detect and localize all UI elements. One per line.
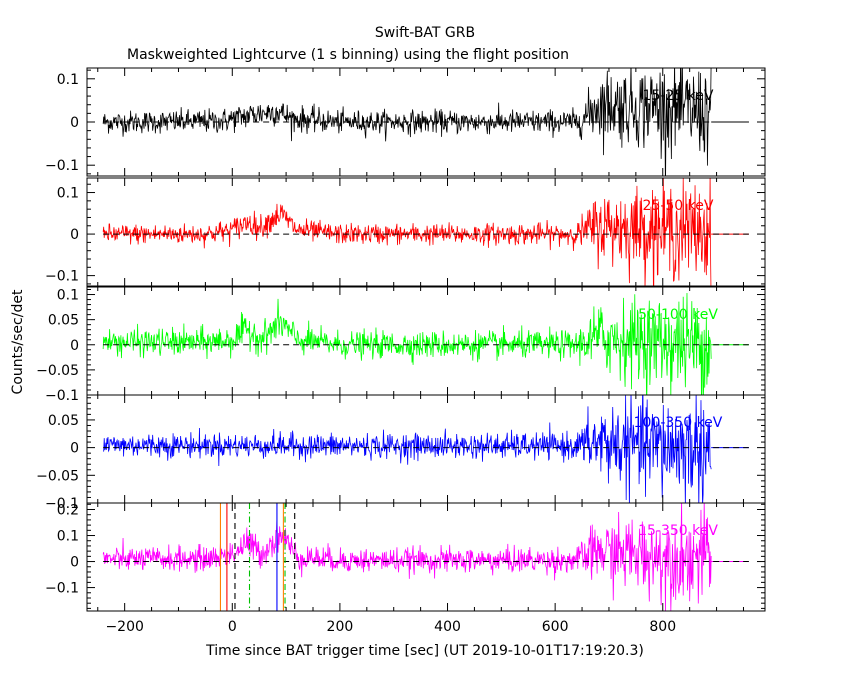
band-label: 100-350 keV: [634, 415, 723, 431]
y-tick-label: 0: [70, 555, 79, 571]
band-label: 15-25 keV: [643, 88, 714, 104]
series-trace: [102, 68, 712, 176]
y-tick-label: −0.1: [45, 581, 79, 597]
series-trace: [102, 293, 712, 395]
x-tick-label: 400: [434, 619, 461, 635]
y-axis-label: Counts/sec/det: [10, 289, 26, 394]
y-tick-label: 0.1: [57, 288, 79, 304]
x-axis-label: Time since BAT trigger time [sec] (UT 20…: [205, 643, 644, 659]
y-tick-label: −0.1: [45, 388, 79, 404]
y-tick-label: 0.1: [57, 529, 79, 545]
chart-title: Swift-BAT GRB: [375, 25, 475, 41]
chart-subtitle: Maskweighted Lightcurve (1 s binning) us…: [127, 47, 569, 63]
y-tick-label: −0.05: [36, 468, 79, 484]
y-tick-label: 0: [70, 441, 79, 457]
band-label: 15-350 keV: [638, 523, 718, 539]
series-trace: [102, 178, 712, 286]
y-tick-label: −0.1: [45, 496, 79, 512]
panel-frame: [86, 502, 766, 612]
y-tick-label: 0.2: [57, 503, 79, 519]
x-tick-label: 800: [649, 619, 676, 635]
panel-15-25-keV: 15-25 keV 0.1 0 −0.1: [45, 67, 766, 177]
panel-100-350-keV: 100-350 keV 0.05 0 −0.05 −0.1: [36, 394, 766, 512]
panel-15-350-keV: 15-350 keV 0.2 0.1 0 −0.1: [45, 502, 766, 612]
x-tick-label: 600: [542, 619, 569, 635]
x-tick-label: 200: [327, 619, 354, 635]
panel-frame: [86, 177, 766, 287]
y-tick-label: −0.05: [36, 363, 79, 379]
y-tick-label: 0: [70, 115, 79, 131]
x-tick-label: 0: [228, 619, 237, 635]
y-tick-label: 0.05: [48, 313, 79, 329]
y-tick-label: −0.1: [45, 269, 79, 285]
y-tick-label: 0: [70, 227, 79, 243]
y-tick-label: −0.1: [45, 158, 79, 174]
y-tick-label: 0.1: [57, 186, 79, 202]
y-tick-label: 0: [70, 338, 79, 354]
y-tick-label: 0.1: [57, 72, 79, 88]
panel-50-100-keV: 50-100 keV 0.1 0.05 0 −0.05 −0.1: [36, 286, 766, 404]
series-trace: [102, 503, 712, 611]
x-tick-label: −200: [105, 619, 143, 635]
band-label: 25-50 keV: [643, 198, 714, 214]
y-tick-label: 0.05: [48, 413, 79, 429]
panel-25-50-keV: 25-50 keV 0.1 0 −0.1: [45, 177, 766, 287]
series-trace: [103, 395, 712, 503]
band-label: 50-100 keV: [638, 307, 718, 323]
